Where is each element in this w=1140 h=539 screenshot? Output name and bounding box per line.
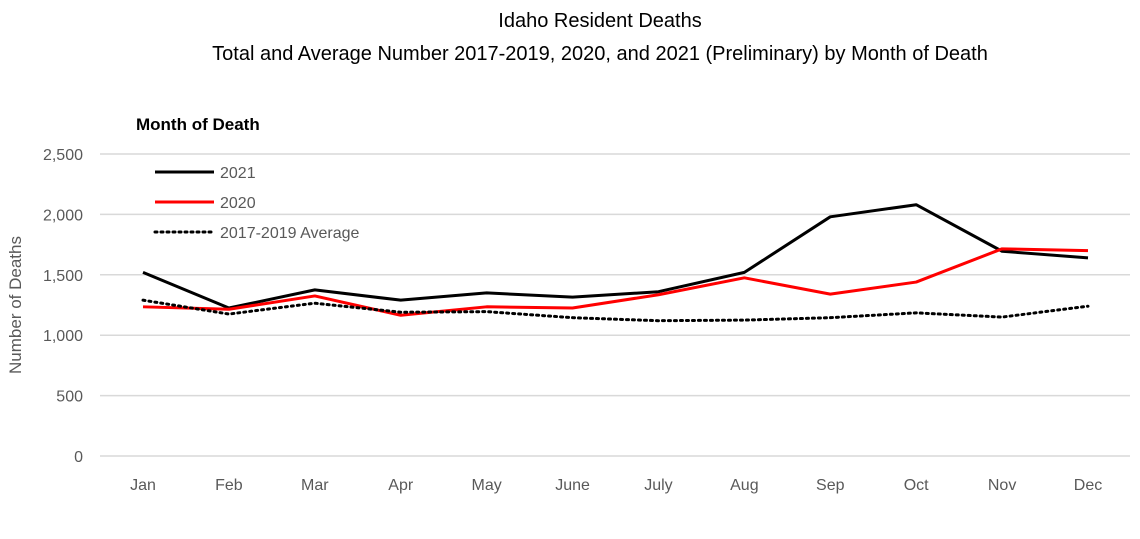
y-tick-label: 1,000: [43, 328, 83, 345]
y-tick-label: 1,500: [43, 268, 83, 285]
x-tick-label: Apr: [388, 477, 414, 494]
y-tick-label: 2,500: [43, 147, 83, 164]
x-tick-label: Nov: [988, 477, 1016, 494]
y-tick-label: 0: [74, 449, 83, 466]
chart-subtitle: Total and Average Number 2017-2019, 2020…: [212, 43, 988, 65]
y-tick-label: 500: [56, 389, 83, 406]
x-tick-label: May: [472, 477, 502, 494]
x-tick-label: June: [555, 477, 590, 494]
chart-title: Idaho Resident Deaths: [498, 10, 702, 32]
x-tick-label: Oct: [904, 477, 929, 494]
x-tick-label: Sep: [816, 477, 845, 494]
legend-label: 2017-2019 Average: [220, 225, 359, 242]
y-axis-label: Number of Deaths: [6, 236, 25, 374]
x-tick-label: Dec: [1074, 477, 1102, 494]
x-tick-label: Aug: [730, 477, 758, 494]
legend-label: 2020: [220, 195, 256, 212]
series-line-2021: [142, 203, 1089, 310]
legend-label: 2021: [220, 165, 256, 182]
x-tick-label: Jan: [130, 477, 156, 494]
y-tick-label: 2,000: [43, 207, 83, 224]
x-tick-label: Mar: [301, 477, 329, 494]
x-tick-label: Feb: [215, 477, 243, 494]
x-tick-label: July: [644, 477, 672, 494]
series-line-2020: [142, 247, 1089, 317]
series-line-2017-2019-average: [141, 298, 1090, 323]
chart-label: Month of Death: [136, 115, 260, 134]
